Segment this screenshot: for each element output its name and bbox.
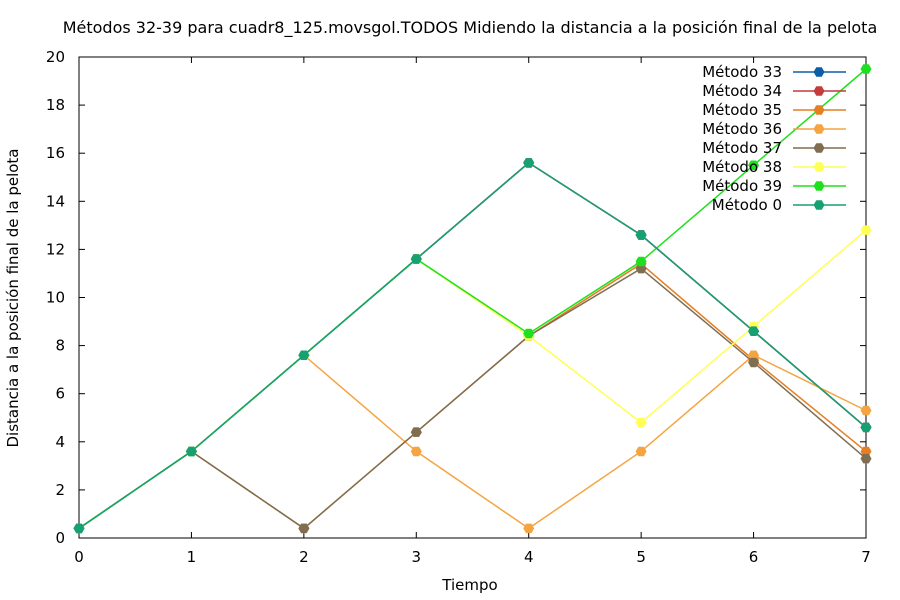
legend-marker bbox=[813, 200, 825, 210]
data-point bbox=[748, 350, 760, 360]
data-point bbox=[523, 328, 535, 339]
data-point bbox=[635, 256, 647, 267]
data-point bbox=[298, 350, 310, 360]
x-tick-label: 4 bbox=[524, 548, 534, 566]
legend-label: Método 0 bbox=[712, 196, 782, 214]
data-point bbox=[635, 446, 647, 457]
legend-marker bbox=[813, 143, 825, 153]
legend-label: Método 37 bbox=[702, 139, 782, 157]
x-tick-label: 2 bbox=[299, 548, 309, 566]
legend-label: Método 35 bbox=[702, 101, 782, 119]
data-point bbox=[410, 446, 422, 457]
legend-label: Método 39 bbox=[702, 177, 782, 195]
data-point bbox=[635, 263, 647, 274]
x-tick-label: 1 bbox=[187, 548, 197, 566]
y-tick-label: 8 bbox=[55, 337, 65, 355]
data-point bbox=[635, 230, 647, 240]
legend-marker bbox=[813, 162, 825, 172]
series-line bbox=[78, 161, 867, 530]
y-tick-label: 4 bbox=[55, 433, 65, 451]
data-point bbox=[635, 417, 647, 428]
y-tick-label: 12 bbox=[46, 240, 65, 258]
legend-marker bbox=[813, 86, 825, 96]
x-tick-label: 5 bbox=[636, 548, 646, 566]
series-5 bbox=[73, 263, 872, 534]
legend-label: Método 38 bbox=[702, 158, 782, 176]
data-point bbox=[860, 225, 872, 235]
legend-marker bbox=[813, 67, 825, 77]
y-tick-label: 14 bbox=[46, 192, 65, 210]
y-tick-label: 2 bbox=[55, 481, 65, 499]
data-point bbox=[185, 446, 197, 457]
legend-entry: Método 34 bbox=[702, 82, 846, 100]
legend-marker bbox=[813, 105, 825, 115]
legend-entry: Método 35 bbox=[702, 101, 846, 119]
data-point bbox=[860, 405, 872, 416]
series-line bbox=[78, 229, 867, 530]
data-point bbox=[860, 453, 872, 464]
data-point bbox=[748, 326, 760, 336]
series-2 bbox=[73, 158, 872, 534]
series-6 bbox=[73, 225, 872, 534]
series-3 bbox=[73, 259, 872, 534]
series-1 bbox=[73, 158, 872, 534]
x-tick-label: 0 bbox=[74, 548, 84, 566]
y-tick-label: 20 bbox=[46, 48, 65, 66]
legend-entry: Método 38 bbox=[702, 158, 846, 176]
data-point bbox=[298, 523, 310, 534]
data-point bbox=[860, 446, 872, 457]
x-tick-label: 7 bbox=[861, 548, 871, 566]
series-group bbox=[73, 64, 872, 534]
series-4 bbox=[73, 350, 872, 534]
y-tick-label: 10 bbox=[46, 289, 65, 307]
data-point bbox=[523, 523, 535, 534]
legend-marker bbox=[813, 181, 825, 191]
y-tick-label: 0 bbox=[55, 529, 65, 547]
legend-marker bbox=[813, 124, 825, 134]
legend-entry: Método 37 bbox=[702, 139, 846, 157]
y-tick-label: 6 bbox=[55, 385, 65, 403]
data-point bbox=[523, 158, 535, 168]
series-line bbox=[78, 267, 867, 530]
series-line bbox=[78, 262, 867, 530]
legend-entry: Método 0 bbox=[712, 196, 846, 214]
data-point bbox=[860, 422, 872, 433]
data-point bbox=[73, 523, 85, 534]
x-tick-label: 3 bbox=[412, 548, 422, 566]
series-line bbox=[78, 161, 867, 530]
series-8 bbox=[73, 158, 872, 534]
legend-entry: Método 39 bbox=[702, 177, 846, 195]
data-point bbox=[748, 160, 760, 170]
y-axis-label: Distancia a la posición final de la pelo… bbox=[4, 148, 22, 447]
y-tick-label: 18 bbox=[46, 96, 65, 114]
data-point bbox=[748, 357, 760, 368]
series-line bbox=[78, 354, 867, 530]
legend-entry: Método 36 bbox=[702, 120, 846, 138]
x-axis-label: Tiempo bbox=[441, 576, 497, 594]
legend-label: Método 34 bbox=[702, 82, 782, 100]
data-point bbox=[860, 64, 872, 74]
legend-label: Método 36 bbox=[702, 120, 782, 138]
legend-entry: Método 33 bbox=[702, 63, 846, 81]
y-tick-label: 16 bbox=[46, 144, 65, 162]
x-tick-label: 6 bbox=[749, 548, 759, 566]
legend-label: Método 33 bbox=[702, 63, 782, 81]
chart-title: Métodos 32-39 para cuadr8_125.movsgol.TO… bbox=[63, 18, 878, 38]
data-point bbox=[410, 254, 422, 264]
data-point bbox=[410, 427, 422, 437]
series-line bbox=[78, 161, 867, 530]
